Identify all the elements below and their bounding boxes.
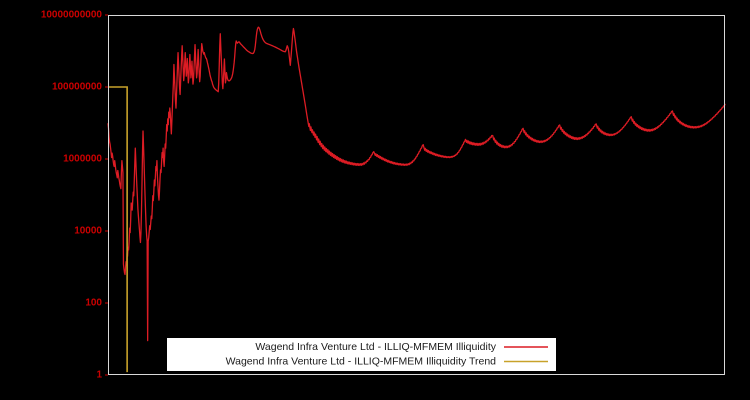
y-axis-tick-label: 100: [85, 298, 102, 309]
chart-legend[interactable]: Wagend Infra Venture Ltd - ILLIQ-MFMEM I…: [167, 338, 556, 371]
y-axis-tick-label: 100000000: [52, 82, 102, 93]
plot-frame-border: [108, 15, 725, 375]
legend-entry-label[interactable]: Wagend Infra Venture Ltd - ILLIQ-MFMEM I…: [226, 355, 497, 367]
y-axis-tick-labels: 10000000000 100000000 1000000 10000 100 1: [41, 10, 108, 381]
y-axis-tick-label: 10000000000: [41, 10, 103, 21]
data-series-group: [107, 26, 726, 342]
plot-background: [108, 15, 725, 375]
y-axis-tick-label: 1: [96, 370, 102, 381]
legend-entry-label[interactable]: Wagend Infra Venture Ltd - ILLIQ-MFMEM I…: [255, 341, 496, 353]
series-line-illiquidity-trend: [108, 86, 128, 373]
y-axis-tick-label: 1000000: [63, 154, 102, 165]
series-line-illiquidity: [107, 26, 726, 342]
y-axis-tick-label: 10000: [74, 226, 102, 237]
trend-series-group: [108, 86, 128, 373]
legend-background: [167, 338, 556, 371]
